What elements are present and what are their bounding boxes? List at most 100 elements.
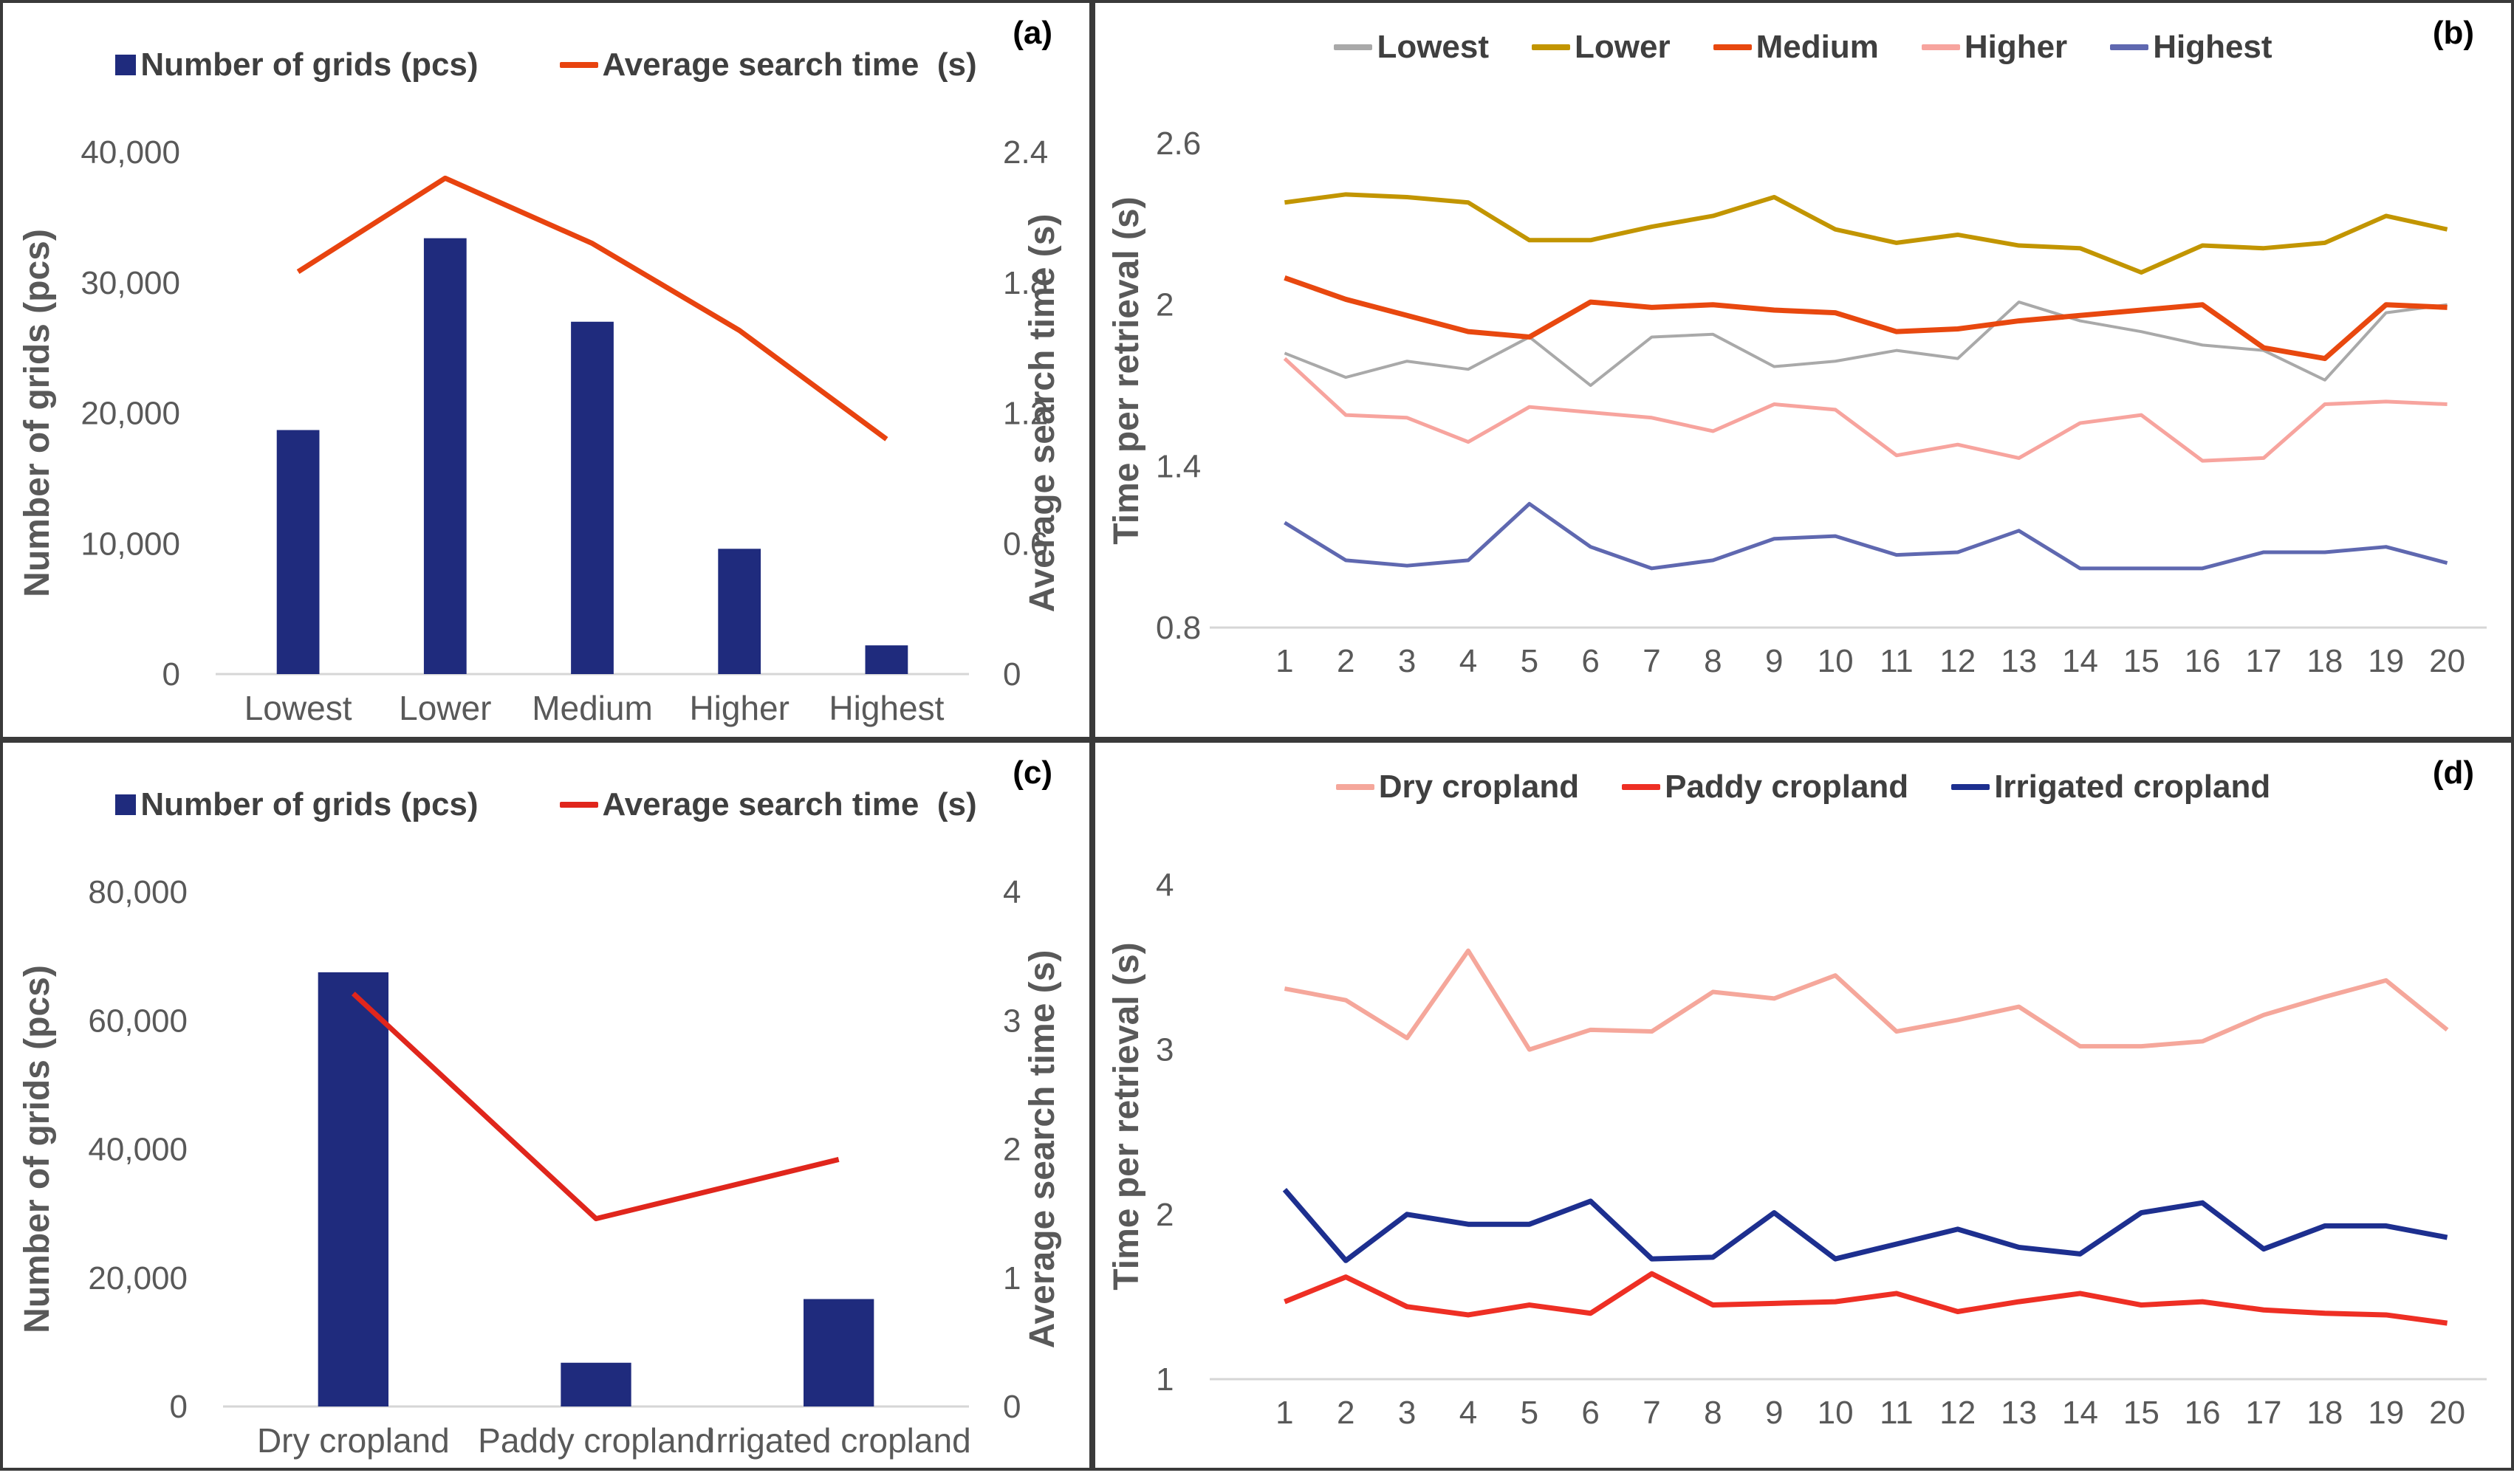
legend-d: Dry cropland Paddy cropland Irrigated crop… [1095, 743, 2511, 824]
legend-item: Number of grids (pcs) [115, 47, 479, 83]
x-axis-tick: 17 [2246, 1395, 2282, 1431]
legend-item: Lower [1532, 29, 1671, 66]
right-axis-tick: 1 [1003, 1260, 1021, 1296]
y-axis-tick: 4 [1156, 867, 1174, 903]
legend-b: Lowest Lower Medium Higher Highest [1095, 3, 2511, 84]
x-axis-tick: 11 [1880, 1395, 1914, 1431]
legend-label: Lowest [1377, 29, 1490, 65]
legend-line-swatch [1622, 784, 1661, 790]
series-line [1284, 275, 2448, 362]
legend-label: Medium [1756, 29, 1879, 65]
y-axis-tick: 1.4 [1156, 448, 1201, 484]
bar [423, 238, 467, 674]
legend-item: Medium [1713, 29, 1879, 66]
legend-line-swatch [1532, 44, 1571, 50]
x-axis-tick: 12 [1939, 643, 1976, 679]
legend-label: Dry cropland [1378, 769, 1580, 805]
panel-letter-d: (d) [2432, 755, 2474, 791]
x-axis-tick: 8 [1704, 1395, 1722, 1431]
x-axis-tick: 2 [1337, 643, 1354, 679]
x-axis-tick: 6 [1581, 643, 1599, 679]
x-axis-tick: 15 [2123, 1395, 2159, 1431]
right-axis-tick: 0.6 [1003, 526, 1048, 562]
right-axis-tick: 2 [1003, 1132, 1021, 1168]
series-line [1282, 1188, 2448, 1263]
right-axis-title: Average search time (s) [1023, 950, 1062, 1349]
legend-label: Paddy cropland [1665, 769, 1909, 805]
category-label: Dry cropland [257, 1421, 450, 1460]
series-line [1284, 192, 2448, 275]
x-axis-tick: 13 [2001, 1395, 2037, 1431]
bar [718, 549, 761, 674]
series-line [1284, 501, 2448, 571]
left-axis-tick: 10,000 [81, 526, 180, 562]
legend-item: Highest [2110, 29, 2272, 66]
x-axis-tick: 2 [1337, 1395, 1354, 1431]
legend-label: Irrigated cropland [1994, 769, 2271, 805]
y-axis-tick: 3 [1156, 1032, 1174, 1068]
x-axis-tick: 3 [1398, 643, 1416, 679]
left-axis-tick: 0 [170, 1389, 188, 1425]
right-axis-tick: 1.8 [1003, 265, 1048, 301]
series-line [1284, 300, 2448, 388]
legend-square-swatch [115, 55, 137, 75]
left-axis-tick: 0 [162, 656, 180, 693]
combo-chart-c: 0 20,000 40,000 60,000 80,000 0 1 2 3 4 Number of … [18, 874, 1062, 1460]
x-axis-tick: 11 [1880, 643, 1914, 679]
bar [571, 321, 614, 674]
x-axis-tick: 14 [2062, 643, 2098, 679]
x-axis-tick: 20 [2429, 643, 2465, 679]
panel-a: Number of grids (pcs) Average search time… [0, 0, 1092, 740]
y-axis-title: Time per retrieval (s) [1107, 196, 1146, 544]
x-axis-tick: 7 [1643, 1395, 1660, 1431]
y-axis-title: Time per retrieval (s) [1107, 942, 1146, 1290]
legend-line-swatch [1335, 784, 1374, 790]
x-axis-tick: 20 [2429, 1395, 2465, 1431]
x-axis-tick: 16 [2185, 643, 2221, 679]
legend-item: Average search time (s) [559, 786, 977, 823]
right-axis-tick: 1.2 [1003, 396, 1048, 432]
x-axis-tick: 15 [2123, 643, 2159, 679]
bar [276, 430, 320, 674]
category-label: Irrigated cropland [707, 1421, 971, 1460]
panel-c: Number of grids (pcs) Average search time… [0, 740, 1092, 1471]
y-axis-tick: 2 [1156, 1197, 1174, 1233]
x-axis-tick: 6 [1581, 1395, 1599, 1431]
combo-chart-a: 0 10,000 20,000 30,000 40,000 0 0.6 1.2 1.8 2.4 Nu… [18, 134, 1062, 727]
legend-line-swatch [1713, 44, 1752, 50]
left-axis-tick: 80,000 [88, 874, 188, 910]
y-axis-tick: 2 [1156, 287, 1174, 323]
left-axis-tick: 40,000 [88, 1132, 188, 1168]
panel-letter-b: (b) [2432, 15, 2474, 51]
x-axis-tick: 19 [2368, 643, 2404, 679]
legend-square-swatch [115, 794, 137, 815]
x-axis-tick: 10 [1818, 643, 1854, 679]
legend-line-swatch [1334, 44, 1373, 50]
left-axis-tick: 60,000 [88, 1003, 188, 1039]
x-axis-tick: 10 [1818, 1395, 1854, 1431]
panel-letter-c: (c) [1013, 755, 1052, 791]
x-axis-tick: 13 [2001, 643, 2037, 679]
right-axis-tick: 3 [1003, 1003, 1021, 1039]
x-axis-tick: 5 [1521, 1395, 1538, 1431]
x-axis-tick: 5 [1521, 643, 1538, 679]
legend-line-swatch [2110, 44, 2149, 50]
legend-line-swatch [559, 802, 598, 808]
legend-c: Number of grids (pcs) Average search time… [3, 743, 1089, 856]
right-axis-tick: 0 [1003, 1389, 1021, 1425]
series-line [1284, 1271, 2448, 1326]
x-axis-tick: 4 [1459, 1395, 1477, 1431]
legend-label: Number of grids (pcs) [140, 786, 479, 822]
x-axis-tick: 18 [2306, 1395, 2343, 1431]
right-axis-tick: 2.4 [1003, 134, 1048, 171]
legend-line-swatch [559, 62, 598, 68]
legend-line-swatch [1951, 784, 1990, 790]
left-axis-tick: 30,000 [81, 265, 180, 301]
right-axis-tick: 0 [1003, 656, 1021, 693]
right-axis-title: Average search time (s) [1023, 214, 1062, 613]
series-line [1284, 948, 2449, 1052]
x-axis-tick: 14 [2062, 1395, 2098, 1431]
left-axis-tick: 20,000 [81, 396, 180, 432]
left-axis-tick: 40,000 [81, 134, 180, 171]
series-line [1283, 357, 2448, 463]
